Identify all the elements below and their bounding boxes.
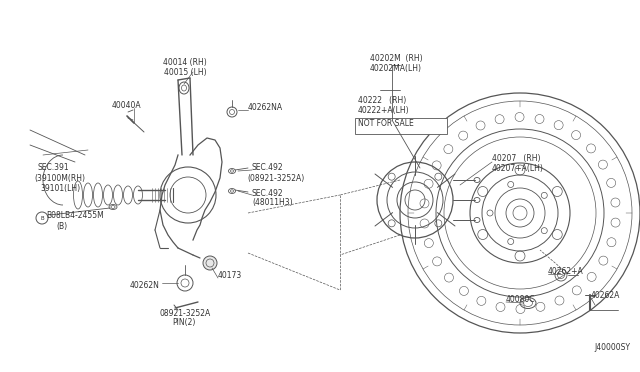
Text: 40202M  (RH): 40202M (RH) xyxy=(370,54,422,62)
Text: (39100M(RH): (39100M(RH) xyxy=(34,173,85,183)
Text: (08921-3252A): (08921-3252A) xyxy=(247,173,304,183)
Text: 40262+A: 40262+A xyxy=(548,267,584,276)
Text: PIN(2): PIN(2) xyxy=(172,318,195,327)
Text: 08921-3252A: 08921-3252A xyxy=(160,308,211,317)
Text: 40262N: 40262N xyxy=(130,280,160,289)
Text: 40222+A(LH): 40222+A(LH) xyxy=(358,106,410,115)
Text: 40207   (RH): 40207 (RH) xyxy=(492,154,541,163)
Ellipse shape xyxy=(203,256,217,270)
Text: B08LB4-2455M: B08LB4-2455M xyxy=(46,211,104,219)
Text: 40202MA(LH): 40202MA(LH) xyxy=(370,64,422,73)
Text: 40040A: 40040A xyxy=(112,100,141,109)
Text: NOT FOR SALE: NOT FOR SALE xyxy=(358,119,413,128)
Text: (48011H3): (48011H3) xyxy=(252,199,292,208)
Text: (B): (B) xyxy=(56,221,67,231)
Text: 40222   (RH): 40222 (RH) xyxy=(358,96,406,105)
Text: 40262NA: 40262NA xyxy=(248,103,283,112)
Text: B: B xyxy=(40,215,44,221)
Text: 40207+A(LH): 40207+A(LH) xyxy=(492,164,544,173)
Text: 39101(LH): 39101(LH) xyxy=(40,183,80,192)
Text: 40015 (LH): 40015 (LH) xyxy=(164,67,206,77)
Text: SEC.492: SEC.492 xyxy=(252,189,284,198)
Text: 40262A: 40262A xyxy=(591,292,620,301)
Text: SEC.492: SEC.492 xyxy=(252,164,284,173)
FancyBboxPatch shape xyxy=(355,118,447,134)
Text: 40080C: 40080C xyxy=(506,295,536,305)
Text: 40173: 40173 xyxy=(218,272,243,280)
Text: J40000SY: J40000SY xyxy=(594,343,630,352)
Text: 40014 (RH): 40014 (RH) xyxy=(163,58,207,67)
Text: SEC.391: SEC.391 xyxy=(38,164,70,173)
